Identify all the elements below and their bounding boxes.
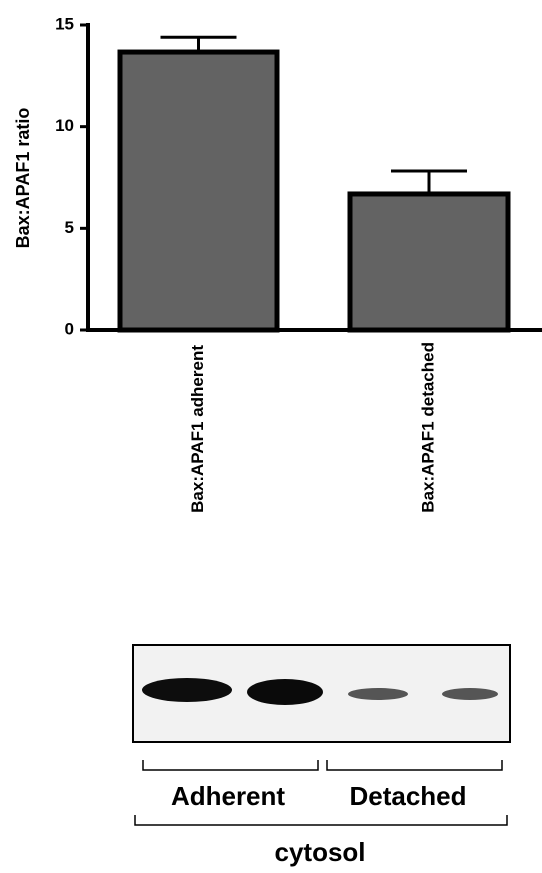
western-blot: Adherent Detached cytosol	[132, 644, 511, 867]
bar	[117, 49, 280, 333]
y-axis-label: Bax:APAF1 ratio	[13, 108, 33, 249]
band	[142, 678, 232, 702]
y-tick-label: 10	[55, 116, 74, 135]
bar	[347, 191, 511, 333]
y-tick-label: 15	[55, 14, 74, 33]
x-tick-label: Bax:APAF1 detached	[418, 342, 437, 513]
group-label: Adherent	[171, 781, 285, 811]
band	[442, 688, 498, 700]
y-tick-label: 0	[65, 319, 74, 338]
x-tick-label: Bax:APAF1 adherent	[188, 345, 207, 513]
compartment-label: cytosol	[274, 837, 365, 867]
group-bracket	[142, 760, 503, 771]
band	[348, 688, 408, 700]
y-tick-label: 5	[65, 218, 74, 237]
group-label: Detached	[349, 781, 466, 811]
band	[247, 679, 323, 705]
plot: 0 5 10 15 Bax:APAF1 adherent Bax:APAF1 detach…	[55, 14, 542, 513]
compartment-bracket	[134, 815, 508, 826]
